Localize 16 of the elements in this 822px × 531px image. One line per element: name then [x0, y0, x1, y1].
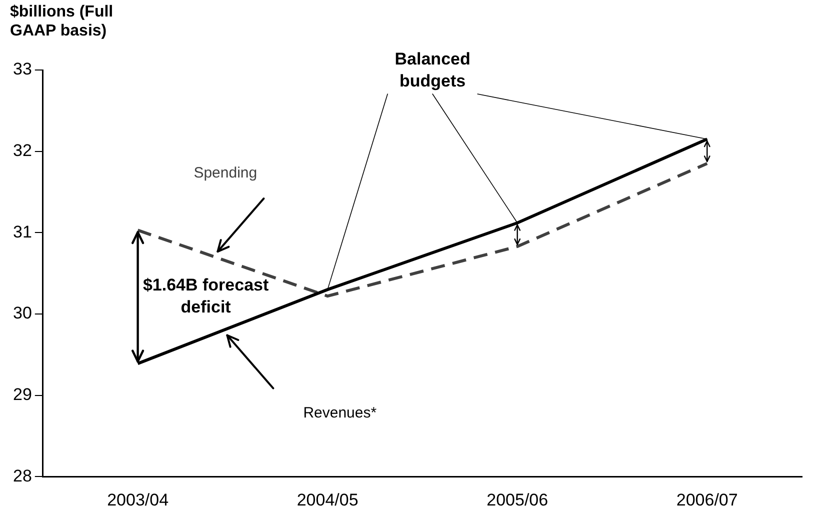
x-tick-label: 2005/06 — [486, 490, 548, 510]
y-tick-label: 29 — [12, 384, 32, 404]
line-series — [136, 162, 709, 298]
annotation: Balanced budgets — [394, 50, 470, 91]
y-tick-label: 28 — [12, 466, 32, 486]
annotation: $1.64B forecast deficit — [142, 276, 269, 317]
x-tick-label: 2003/04 — [107, 490, 169, 510]
y-axis-title: $billions (Full GAAP basis) — [10, 3, 114, 40]
text: Spending — [194, 164, 258, 182]
y-tick-label: 32 — [12, 141, 32, 160]
y-tick-label: 33 — [12, 60, 32, 79]
y-tick-label: 31 — [12, 222, 32, 242]
y-tick-label: 30 — [12, 304, 32, 323]
text: Revenues* — [303, 404, 377, 422]
x-tick-label: 2004/05 — [296, 490, 358, 510]
x-tick-label: 2006/07 — [676, 490, 738, 510]
